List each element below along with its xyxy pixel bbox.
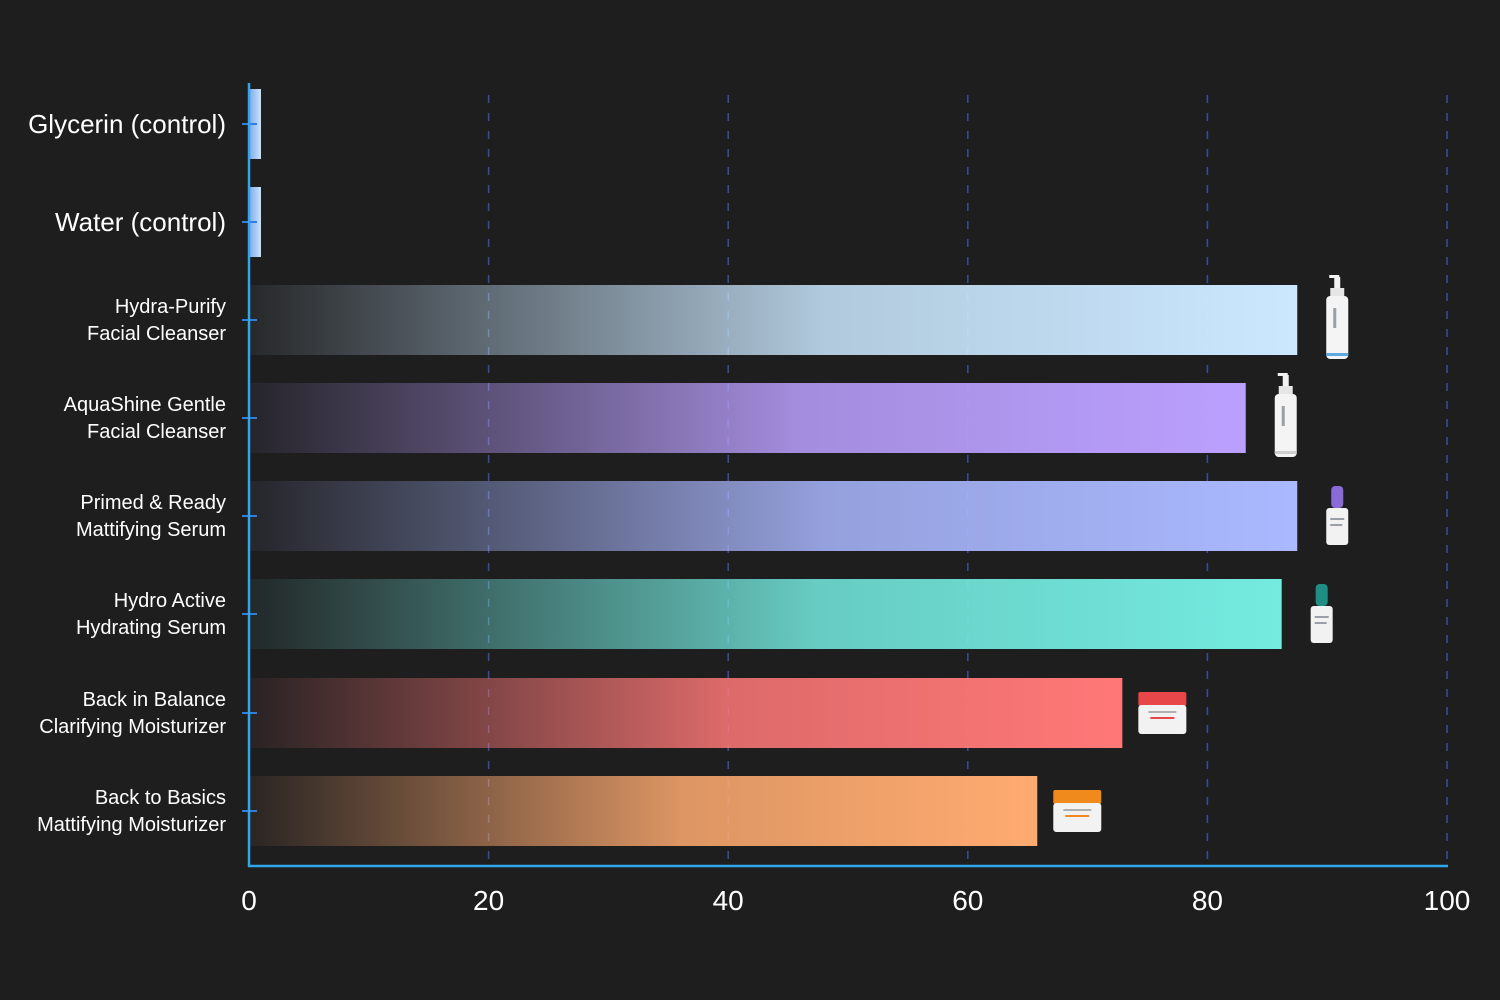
x-tick-label-100: 100 [1424,885,1471,916]
axes [242,83,1448,868]
bars [249,89,1298,846]
category-label-0-0: Glycerin (control) [28,109,226,139]
bar-7 [249,776,1038,846]
x-tick-label-0: 0 [241,885,257,916]
bar-6 [249,678,1123,748]
category-label-1-0: Water (control) [55,207,226,237]
x-tick-label-60: 60 [952,885,983,916]
category-labels: Glycerin (control) Water (control) Hydra-P… [28,109,226,836]
bar-2 [249,285,1298,355]
product-icons [1053,275,1349,832]
category-label-7-0: Back to Basics [95,787,226,809]
category-label-4-1: Mattifying Serum [76,519,226,541]
category-label-5-1: Hydrating Serum [76,617,226,639]
bar-4 [249,481,1298,551]
dropper-bottle-purple-icon [1326,486,1349,545]
category-label-6-1: Clarifying Moisturizer [39,716,226,738]
category-label-3-1: Facial Cleanser [87,421,226,443]
x-tick-label-80: 80 [1192,885,1223,916]
pump-bottle-white-icon [1274,373,1297,457]
category-label-4-0: Primed & Ready [80,492,226,514]
jar-orange-icon [1053,790,1102,832]
bar-5 [249,579,1282,649]
category-label-7-1: Mattifying Moisturizer [37,814,226,836]
grid-lines [487,95,1448,866]
jar-red-icon [1138,692,1187,734]
x-tick-label-40: 40 [713,885,744,916]
category-label-5-0: Hydro Active [114,590,226,612]
bar-3 [249,383,1246,453]
category-label-6-0: Back in Balance [83,689,226,711]
category-label-2-0: Hydra-Purify [115,296,226,318]
dropper-bottle-teal-icon [1310,584,1333,643]
x-tick-labels: 0 20 40 60 80 100 [241,885,1470,916]
x-tick-label-20: 20 [473,885,504,916]
pump-bottle-white-icon [1326,275,1349,359]
category-label-3-0: AquaShine Gentle [64,394,226,416]
category-label-2-1: Facial Cleanser [87,323,226,345]
